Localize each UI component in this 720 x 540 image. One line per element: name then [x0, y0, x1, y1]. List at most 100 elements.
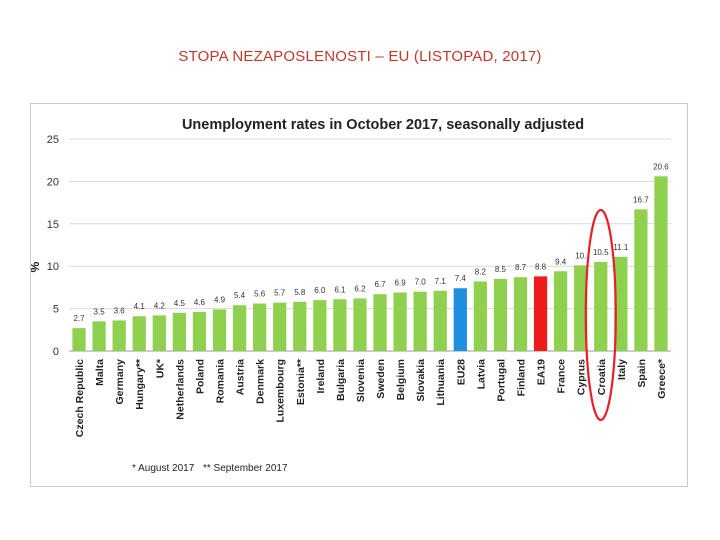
data-label-austria: 5.4 — [234, 291, 246, 300]
category-label-croatia: Croatia — [596, 359, 608, 395]
bar-italy — [614, 256, 628, 351]
footnote-august: * August 2017 — [132, 463, 195, 474]
data-label-slovenia: 6.2 — [354, 284, 366, 293]
category-label-portugal: Portugal — [495, 359, 507, 402]
bar-finland — [513, 277, 528, 351]
category-label-eu28: EU28 — [455, 359, 467, 385]
chart-title: Unemployment rates in October 2017, seas… — [182, 117, 584, 133]
bar-ireland — [313, 300, 327, 351]
y-tick-label-25: 25 — [47, 134, 59, 146]
category-label-germany: Germany — [114, 359, 126, 405]
unemployment-bar-chart: Unemployment rates in October 2017, seas… — [31, 117, 671, 474]
bars-group — [72, 176, 668, 351]
data-label-slovakia: 7.0 — [415, 278, 427, 287]
bar-hungary — [132, 316, 146, 351]
bar-lithuania — [433, 290, 447, 351]
bar-estonia — [293, 301, 307, 351]
data-label-germany: 3.6 — [114, 306, 126, 315]
slide-title: STOPA NEZAPOSLENOSTI – EU (LISTOPAD, 201… — [178, 48, 542, 65]
bar-czech-republic — [72, 328, 86, 351]
category-label-czech-republic: Czech Republic — [74, 359, 86, 437]
y-axis: 0 5 10 15 20 25 — [47, 134, 59, 358]
category-label-greece: Greece* — [656, 358, 668, 399]
category-label-ireland: Ireland — [315, 359, 327, 393]
category-label-italy: Italy — [616, 359, 628, 380]
category-label-netherlands: Netherlands — [174, 359, 186, 420]
bar-bulgaria — [333, 299, 347, 351]
data-label-france: 9.4 — [555, 257, 567, 266]
highlight-group — [584, 208, 617, 422]
data-label-italy: 11.1 — [613, 243, 629, 252]
bar-greece — [654, 176, 668, 351]
category-label-france: France — [556, 359, 568, 394]
bar-netherlands — [172, 312, 186, 351]
y-tick-label-5: 5 — [53, 304, 59, 316]
data-label-denmark: 5.6 — [254, 290, 266, 299]
category-label-latvia: Latvia — [475, 359, 487, 390]
croatia-highlight-circle — [584, 208, 617, 422]
category-label-slovakia: Slovakia — [415, 359, 427, 402]
data-label-ea19: 8.8 — [535, 262, 547, 271]
y-tick-label-20: 20 — [47, 176, 59, 188]
bar-uk — [152, 315, 166, 351]
bar-spain — [634, 209, 648, 351]
bar-romania — [212, 309, 227, 351]
footnote-september: ** September 2017 — [203, 463, 288, 474]
data-label-sweden: 6.7 — [374, 280, 386, 289]
y-axis-label: % — [31, 261, 42, 272]
category-label-denmark: Denmark — [255, 359, 267, 404]
bar-poland — [192, 311, 207, 351]
data-label-finland: 8.7 — [515, 263, 527, 272]
y-tick-label-0: 0 — [53, 346, 59, 358]
data-label-belgium: 6.9 — [395, 278, 407, 287]
data-label-bulgaria: 6.1 — [334, 285, 346, 294]
data-labels-group: 2.7 3.5 3.6 4.1 4.2 4.5 4.6 4.9 5.4 5.6 5.7 5.8 6.0 6… — [73, 162, 669, 323]
y-tick-label-10: 10 — [47, 261, 59, 273]
bar-sweden — [373, 294, 387, 351]
data-label-greece: 20.6 — [653, 162, 669, 171]
category-label-estonia: Estonia** — [295, 358, 307, 405]
bar-portugal — [493, 278, 508, 351]
category-label-lithuania: Lithuania — [435, 359, 447, 406]
data-label-malta: 3.5 — [94, 307, 106, 316]
data-label-eu28: 7.4 — [455, 274, 467, 283]
data-label-netherlands: 4.5 — [174, 299, 186, 308]
category-label-cyprus: Cyprus — [576, 359, 588, 395]
data-label-latvia: 8.2 — [475, 267, 487, 276]
data-label-czech-republic: 2.7 — [73, 314, 85, 323]
category-label-slovenia: Slovenia — [355, 359, 367, 402]
bar-germany — [112, 320, 126, 351]
data-label-uk: 4.2 — [154, 301, 166, 310]
bar-croatia — [594, 261, 608, 351]
category-label-sweden: Sweden — [375, 359, 387, 399]
y-tick-label-15: 15 — [47, 219, 59, 231]
bar-belgium — [393, 292, 407, 351]
bar-slovakia — [413, 291, 427, 351]
data-label-romania: 4.9 — [214, 295, 226, 304]
data-label-cyprus: 10. — [575, 251, 586, 260]
data-label-portugal: 8.5 — [495, 265, 507, 274]
category-label-austria: Austria — [235, 359, 247, 395]
category-label-hungary: Hungary** — [134, 358, 146, 410]
data-label-hungary: 4.1 — [134, 302, 146, 311]
bar-austria — [232, 305, 247, 351]
bar-cyprus — [574, 265, 588, 351]
category-label-romania: Romania — [215, 359, 227, 404]
bar-malta — [92, 321, 106, 351]
category-label-poland: Poland — [194, 359, 206, 394]
bar-ea19 — [533, 276, 548, 351]
category-label-uk: UK* — [154, 358, 166, 378]
bar-eu28 — [453, 288, 467, 351]
category-label-malta: Malta — [94, 359, 106, 386]
bar-france — [554, 271, 568, 351]
category-labels-group: Czech Republic Malta Germany Hungary** UK* Ne… — [74, 358, 668, 437]
category-label-finland: Finland — [516, 359, 528, 396]
data-label-poland: 4.6 — [194, 298, 206, 307]
bar-slovenia — [353, 298, 367, 351]
category-label-belgium: Belgium — [395, 359, 407, 400]
data-label-ireland: 6.0 — [314, 286, 326, 295]
category-label-bulgaria: Bulgaria — [335, 359, 347, 401]
bar-denmark — [253, 303, 267, 351]
data-label-lithuania: 7.1 — [435, 277, 447, 286]
chart-frame: Unemployment rates in October 2017, seas… — [30, 103, 688, 487]
